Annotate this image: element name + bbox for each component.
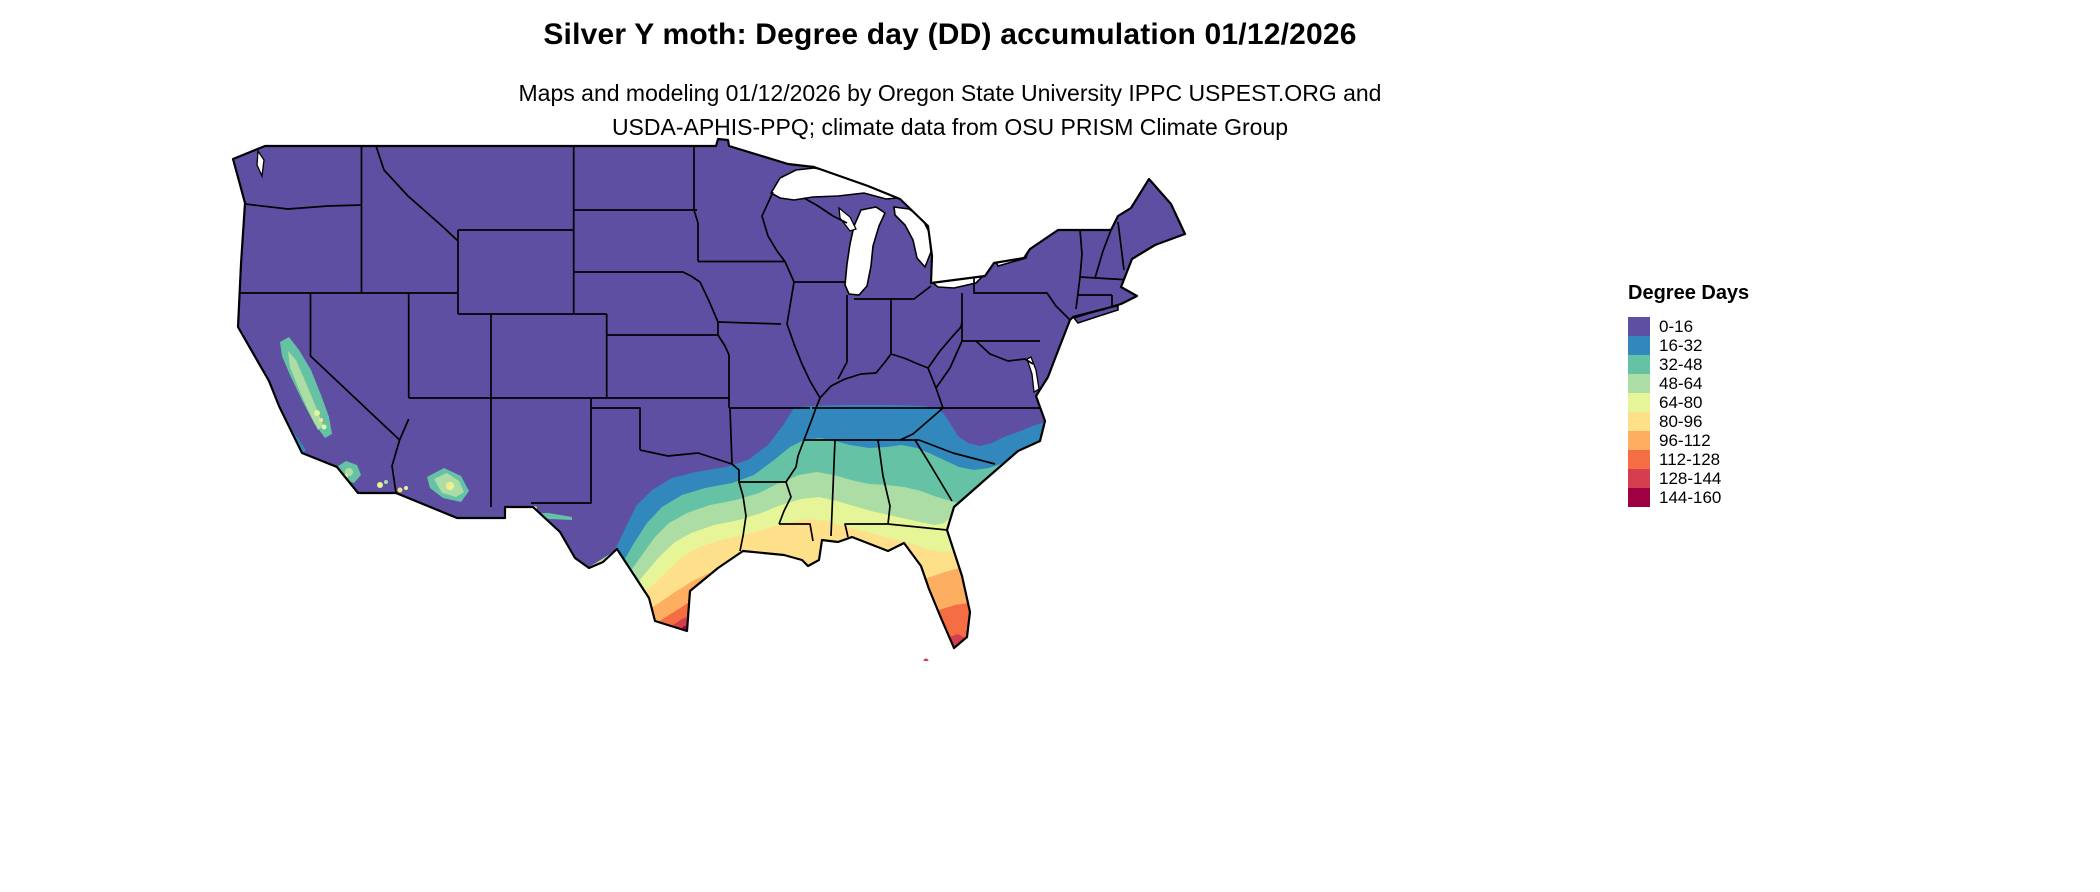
band-112-128-region-florida — [922, 603, 973, 648]
green-bay — [838, 206, 857, 232]
legend-swatch-128-144 — [1628, 469, 1650, 488]
band-48-64-spot-imperial — [384, 480, 388, 484]
legend-item-32-48: 32-48 — [1628, 355, 1749, 374]
state-borders-plains — [531, 146, 810, 504]
legend-item-0-16: 0-16 — [1628, 317, 1749, 336]
legend-swatch-0-16 — [1628, 317, 1650, 336]
legend-label-96-112: 96-112 — [1659, 430, 1711, 450]
state-borders-northeast — [962, 221, 1131, 365]
legend-label-16-32: 16-32 — [1659, 335, 1703, 355]
band-80-96-spot-yuma — [397, 487, 403, 493]
legend-swatch-16-32 — [1628, 336, 1650, 355]
legend-label-48-64: 48-64 — [1659, 373, 1703, 393]
us-degree-day-map — [231, 137, 1187, 661]
legend-item-80-96: 80-96 — [1628, 412, 1749, 431]
legend-item-112-128: 112-128 — [1628, 450, 1749, 469]
legend-title: Degree Days — [1628, 282, 1750, 304]
legend-item-128-144: 128-144 — [1628, 469, 1749, 488]
us-outline — [231, 137, 1187, 650]
band-64-80-spot-valley-1 — [314, 410, 320, 416]
legend-label-64-80: 64-80 — [1659, 392, 1703, 412]
band-64-80-spot-yuma — [404, 486, 408, 490]
state-borders-south — [738, 340, 1040, 552]
legend-item-96-112: 96-112 — [1628, 431, 1749, 450]
map-subtitle-line2: USDA-APHIS-PPQ; climate data from OSU PR… — [611, 114, 1289, 140]
florida-keys-dot-1 — [923, 658, 929, 661]
legend-label-144-160: 144-160 — [1659, 487, 1722, 507]
map-subtitle: Maps and modeling 01/12/2026 by Oregon S… — [0, 76, 1900, 144]
degree-days-legend: Degree Days 0-16 16-32 32-48 48-64 64-80… — [1628, 282, 1749, 507]
legend-label-80-96: 80-96 — [1659, 411, 1703, 431]
chesapeake-bay — [1026, 356, 1040, 394]
legend-label-112-128: 112-128 — [1659, 449, 1721, 469]
legend-swatch-64-80 — [1628, 393, 1650, 412]
lake-superior — [769, 167, 901, 201]
map-header: Silver Y moth: Degree day (DD) accumulat… — [0, 18, 1900, 144]
band-48-64-region-central-valley — [288, 351, 323, 430]
legend-swatch-80-96 — [1628, 412, 1650, 431]
legend-swatch-112-128 — [1628, 450, 1650, 469]
puget-sound — [256, 149, 265, 179]
legend-swatch-144-160 — [1628, 488, 1650, 507]
legend-item-16-32: 16-32 — [1628, 336, 1749, 355]
band-48-64-spot-socal — [345, 468, 353, 476]
legend-swatch-96-112 — [1628, 431, 1650, 450]
map-subtitle-line1: Maps and modeling 01/12/2026 by Oregon S… — [518, 80, 1382, 106]
legend-swatch-48-64 — [1628, 374, 1650, 393]
legend-item-64-80: 64-80 — [1628, 393, 1749, 412]
band-80-96-spot-arizona — [445, 482, 451, 488]
map-title: Silver Y moth: Degree day (DD) accumulat… — [543, 18, 1357, 51]
legend-label-32-48: 32-48 — [1659, 354, 1703, 374]
state-borders-west — [239, 145, 730, 507]
legend-item-144-160: 144-160 — [1628, 488, 1749, 507]
legend-label-128-144: 128-144 — [1659, 468, 1722, 488]
band-64-80-spot-imperial — [377, 482, 383, 488]
band-64-80-spot-valley-2 — [321, 424, 327, 430]
legend-swatch-32-48 — [1628, 355, 1650, 374]
legend-label-0-16: 0-16 — [1659, 316, 1694, 336]
band-80-96-spot-valley — [319, 418, 323, 422]
legend-item-48-64: 48-64 — [1628, 374, 1749, 393]
